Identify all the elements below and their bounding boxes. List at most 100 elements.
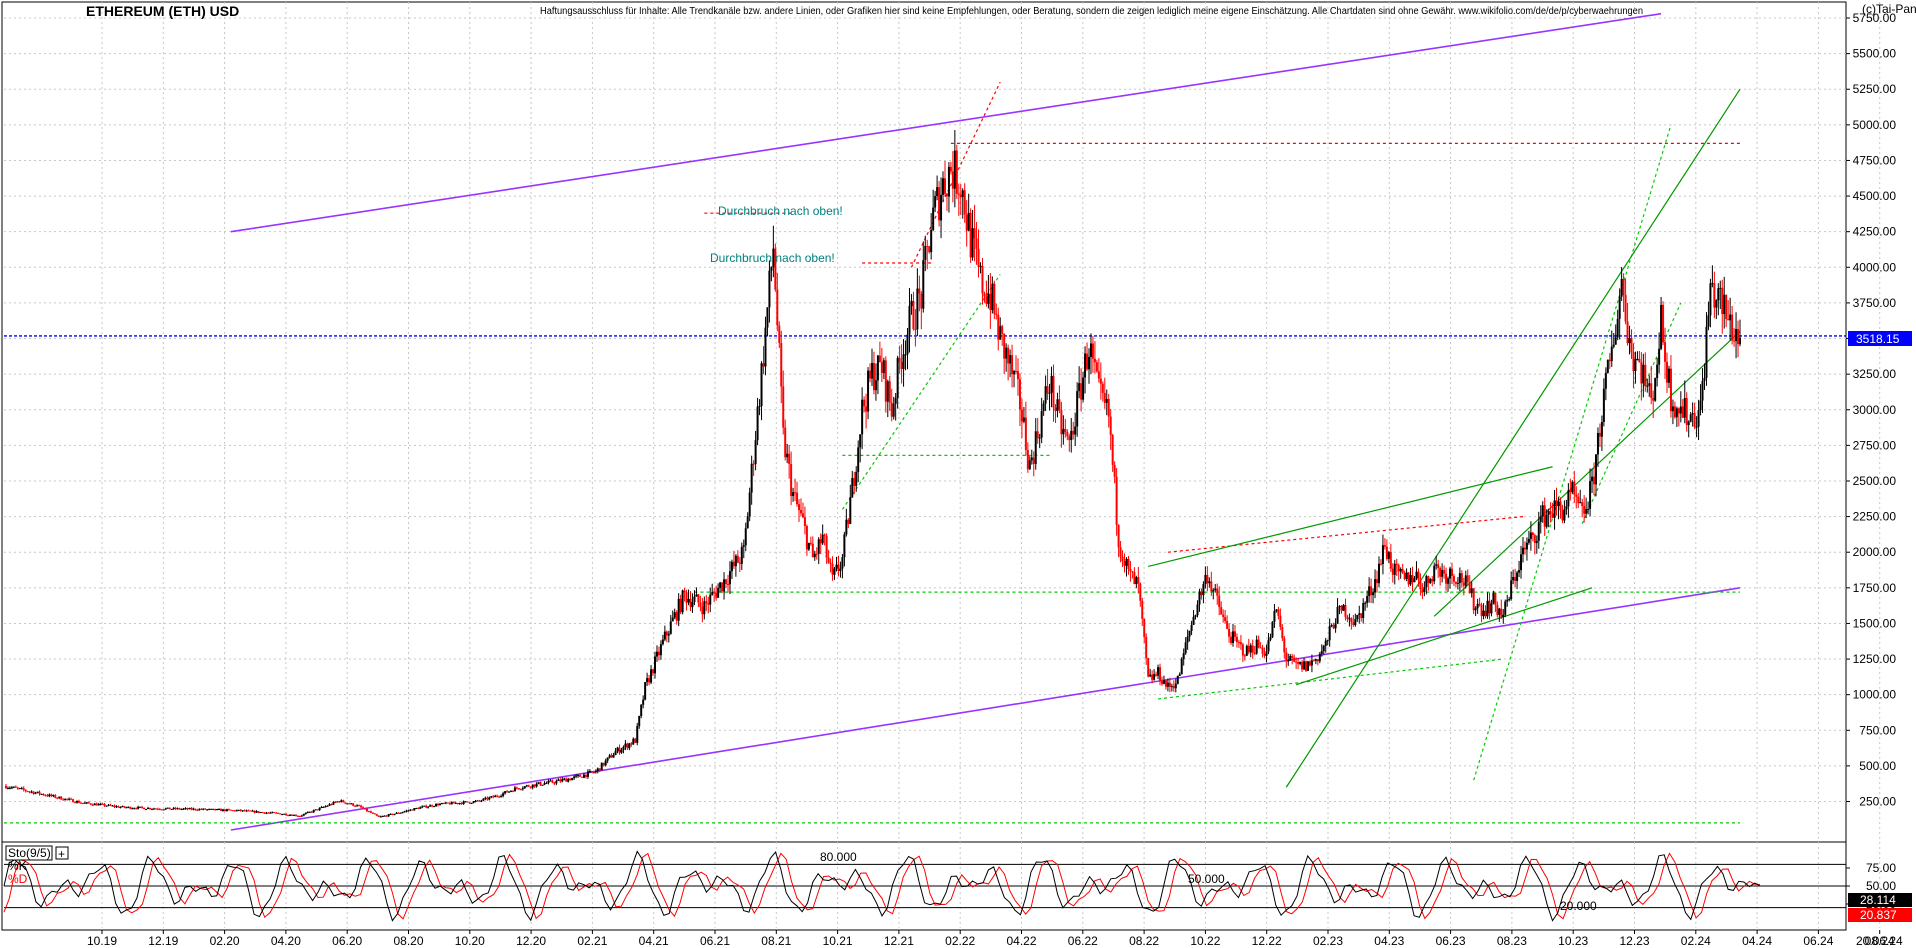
copyright-label: (c)Tai-Pan [1862,2,1916,16]
candle-body [1318,653,1321,662]
candle-body [689,598,692,608]
time-tick-label: 08.24 [1865,934,1895,948]
candle-body [549,780,552,782]
candle-body [292,814,295,816]
candle-body [677,598,680,621]
candle-body [663,631,666,640]
upper-channel-line [230,12,1662,233]
candle-body [4,785,7,789]
candle-body [648,678,651,683]
candle-body [803,517,806,527]
candle-body [1441,570,1444,577]
candle-body [896,357,899,398]
candle-body [1735,329,1738,342]
candle-body [1372,592,1375,596]
candle-body [105,805,108,807]
candle-body [358,805,361,807]
candle-body [1583,506,1586,514]
candle-body [1593,476,1596,485]
time-tick-label: 12.23 [1619,934,1649,948]
breakout-annotation: Durchbruch nach oben! [710,251,835,265]
candle-body [1076,391,1079,427]
candle-body [271,812,274,814]
candle-body [1377,563,1380,584]
steep-trend-line [1581,302,1682,524]
candle-body [957,193,960,195]
candle-body [837,564,840,571]
candle-body [1429,579,1432,584]
candle-body [496,795,499,797]
candle-body [291,814,294,816]
candle-body [1470,588,1473,594]
candle-body [1352,622,1355,626]
candle-body [865,406,868,412]
candle-body [255,811,258,813]
candle-body [127,806,130,808]
candle-body [1204,574,1207,585]
candle-body [1233,631,1236,637]
candle-body [1208,581,1211,584]
stoch-d-badge [1848,908,1912,922]
candle-body [210,808,213,810]
candle-body [1376,579,1379,584]
candle-body [1344,604,1347,617]
candle-body [433,806,436,808]
candle-body [241,810,244,812]
candle-body [725,579,728,584]
stoch-d-line [3,852,1761,920]
candle-body [212,808,215,810]
candle-body [955,150,958,194]
candle-body [529,786,532,788]
price-tick-label: 5000.00 [1853,118,1897,132]
candle-body [1196,604,1199,616]
candle-body [158,809,161,811]
candle-body [208,808,211,810]
candle-body [1660,304,1663,349]
candle-body [541,784,544,786]
candle-body [1176,675,1179,684]
candle-body [306,811,309,814]
candle-body [573,776,576,779]
candle-body [1516,572,1519,581]
candle-body [164,808,167,810]
candle-body [1500,608,1503,618]
candle-body [58,796,61,798]
candle-body [833,568,836,575]
candle-body [1381,545,1384,564]
candle-body [851,478,854,498]
candle-body [1652,397,1655,401]
time-tick-label: 02.24 [1681,934,1711,948]
candle-body [176,808,179,810]
price-panel-frame [1,1,1847,843]
candle-body [569,778,572,781]
candle-body [874,380,877,391]
candle-body [543,783,546,785]
candle-body [565,778,568,782]
candle-body [778,325,781,343]
candle-body [1632,352,1635,372]
candle-body [1147,658,1150,677]
candle-body [129,806,132,809]
candle-body [101,803,104,805]
candle-body [1042,403,1045,412]
candle-body [736,555,739,563]
candle-body [91,804,94,806]
candle-body [145,808,148,810]
candle-body [991,283,994,311]
candle-body [1427,576,1430,584]
candle-body [425,805,428,808]
candle-body [786,453,789,458]
candle-body [709,594,712,605]
candle-body [1561,510,1564,521]
candle-body [796,492,799,505]
candle-body [1401,568,1404,574]
candle-body [900,361,903,369]
candle-body [8,787,11,789]
candle-body [598,768,601,771]
candle-body [993,283,996,314]
candle-body [427,806,430,808]
candle-body [1514,576,1517,581]
candle-body [521,788,524,790]
expand-indicator-button[interactable] [55,846,69,860]
candle-body [967,212,970,231]
